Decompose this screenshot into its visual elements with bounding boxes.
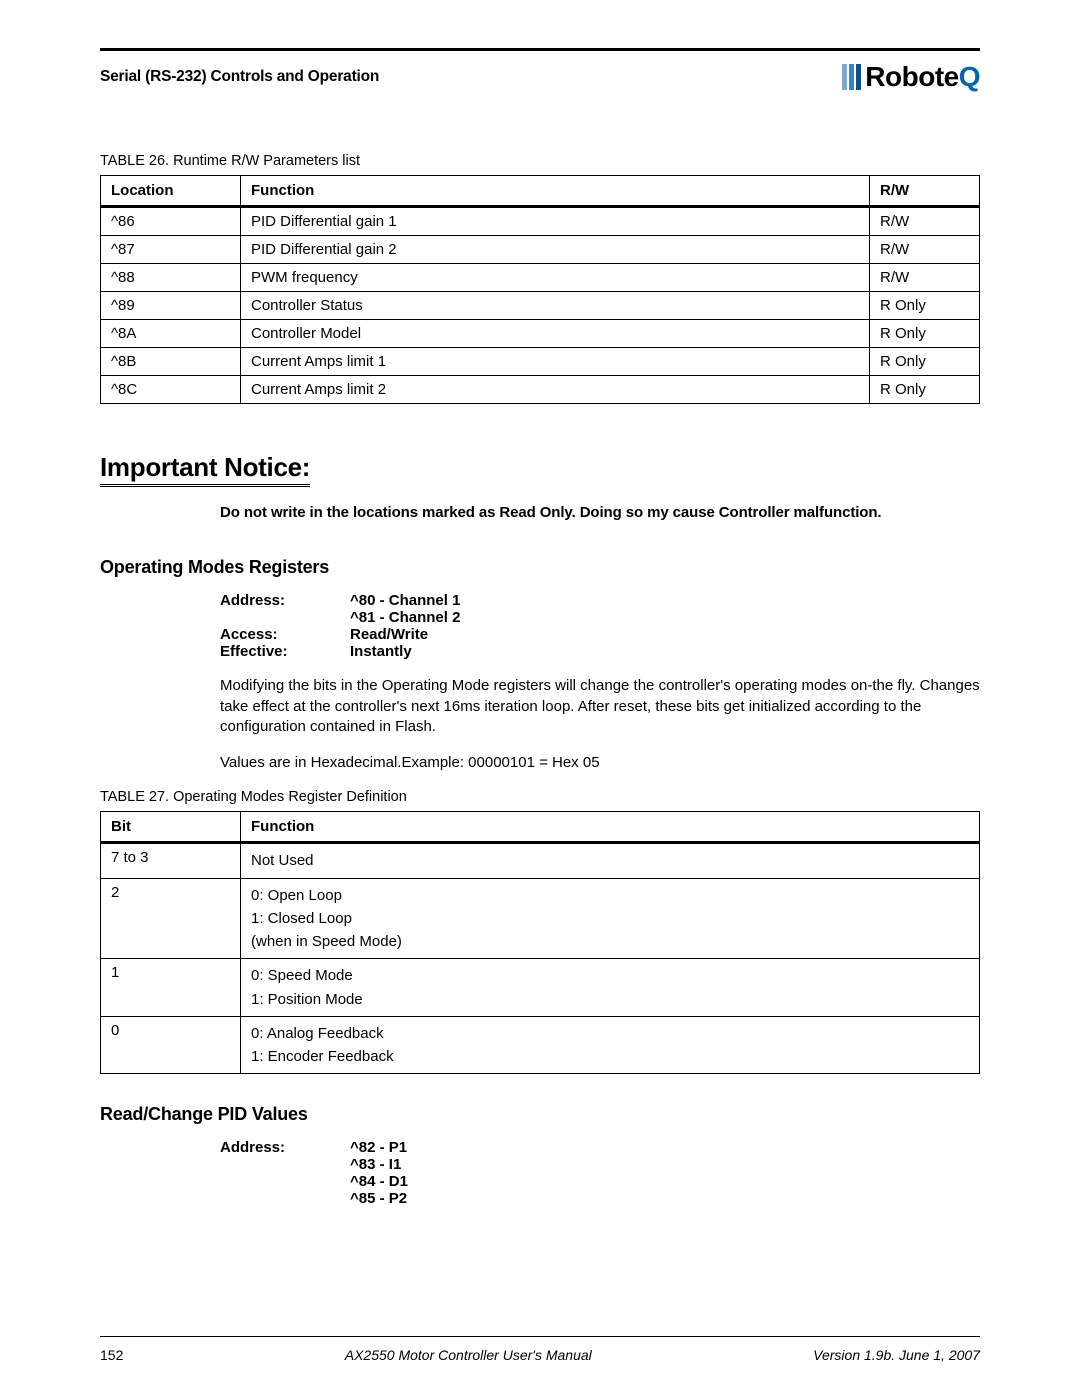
cell-rw: R/W xyxy=(870,264,980,292)
cell-function: PID Differential gain 1 xyxy=(241,207,870,236)
table26-header-row: Location Function R/W xyxy=(101,176,980,207)
table-row: ^8AController ModelR Only xyxy=(101,320,980,348)
logo-bars-icon xyxy=(842,64,861,90)
cell-bit: 7 to 3 xyxy=(101,843,241,878)
cell-function: PID Differential gain 2 xyxy=(241,236,870,264)
cell-rw: R Only xyxy=(870,292,980,320)
footer-rule xyxy=(100,1336,980,1337)
pid-address-row-0: Address: ^82 - P1 xyxy=(220,1139,980,1156)
kv-address: Address: ^80 - Channel 1 xyxy=(220,592,980,609)
table27-h-function: Function xyxy=(241,812,980,843)
opmodes-heading: Operating Modes Registers xyxy=(100,557,980,578)
kv-address-l1: ^80 - Channel 1 xyxy=(350,592,460,609)
cell-rw: R Only xyxy=(870,320,980,348)
kv-address-label-empty xyxy=(220,609,350,626)
kv-effective-val: Instantly xyxy=(350,643,412,660)
cell-function: Current Amps limit 2 xyxy=(241,376,870,404)
kv-address-l2: ^81 - Channel 2 xyxy=(350,609,460,626)
kv-effective: Effective: Instantly xyxy=(220,643,980,660)
logo-bar-3 xyxy=(856,64,861,90)
kv-access-label: Access: xyxy=(220,626,350,643)
cell-location: ^8B xyxy=(101,348,241,376)
pid-address-l0: ^82 - P1 xyxy=(350,1139,407,1156)
footer-manual-title: AX2550 Motor Controller User's Manual xyxy=(345,1347,592,1363)
logo-bar-1 xyxy=(842,64,847,90)
table-row: 20: Open Loop1: Closed Loop(when in Spee… xyxy=(101,878,980,959)
cell-function: PWM frequency xyxy=(241,264,870,292)
opmodes-kv: Address: ^80 - Channel 1 ^81 - Channel 2… xyxy=(220,592,980,660)
cell-function: Controller Model xyxy=(241,320,870,348)
table-row: 10: Speed Mode1: Position Mode xyxy=(101,959,980,1017)
table-row: ^89Controller StatusR Only xyxy=(101,292,980,320)
pid-address-l3: ^85 - P2 xyxy=(350,1190,407,1207)
page-header: Serial (RS-232) Controls and Operation R… xyxy=(100,61,980,93)
cell-location: ^8C xyxy=(101,376,241,404)
table26-h-location: Location xyxy=(101,176,241,207)
top-rule xyxy=(100,48,980,51)
kv-access-val: Read/Write xyxy=(350,626,428,643)
cell-function: Current Amps limit 1 xyxy=(241,348,870,376)
table27: Bit Function 7 to 3Not Used20: Open Loop… xyxy=(100,811,980,1074)
pid-address-row-3: ^85 - P2 xyxy=(220,1190,980,1207)
table27-header-row: Bit Function xyxy=(101,812,980,843)
kv-effective-label: Effective: xyxy=(220,643,350,660)
cell-location: ^86 xyxy=(101,207,241,236)
table27-caption: TABLE 27. Operating Modes Register Defin… xyxy=(100,789,980,805)
table26-h-function: Function xyxy=(241,176,870,207)
cell-function: 0: Open Loop1: Closed Loop(when in Speed… xyxy=(241,878,980,959)
logo-text-prefix: Robote xyxy=(865,61,958,92)
pid-heading: Read/Change PID Values xyxy=(100,1104,980,1125)
table-row: ^87PID Differential gain 2R/W xyxy=(101,236,980,264)
logo-text: RoboteQ xyxy=(865,61,980,93)
cell-function: Controller Status xyxy=(241,292,870,320)
table26-h-rw: R/W xyxy=(870,176,980,207)
footer-page-number: 152 xyxy=(100,1347,123,1363)
table-row: ^86PID Differential gain 1R/W xyxy=(101,207,980,236)
pid-address-label: Address: xyxy=(220,1139,350,1156)
opmodes-para2: Values are in Hexadecimal.Example: 00000… xyxy=(220,753,980,773)
kv-address-l2-row: ^81 - Channel 2 xyxy=(220,609,980,626)
pid-address-row-1: ^83 - I1 xyxy=(220,1156,980,1173)
pid-address-l2: ^84 - D1 xyxy=(350,1173,408,1190)
logo-bar-2 xyxy=(849,64,854,90)
cell-function: Not Used xyxy=(241,843,980,878)
pid-address-l1: ^83 - I1 xyxy=(350,1156,401,1173)
cell-location: ^89 xyxy=(101,292,241,320)
table-row: ^8CCurrent Amps limit 2R Only xyxy=(101,376,980,404)
table26: Location Function R/W ^86PID Differentia… xyxy=(100,175,980,404)
header-title: Serial (RS-232) Controls and Operation xyxy=(100,68,379,86)
table27-h-bit: Bit xyxy=(101,812,241,843)
cell-bit: 0 xyxy=(101,1016,241,1074)
cell-rw: R/W xyxy=(870,207,980,236)
notice-section: Important Notice: Do not write in the lo… xyxy=(100,434,980,523)
cell-function: 0: Analog Feedback1: Encoder Feedback xyxy=(241,1016,980,1074)
cell-function: 0: Speed Mode1: Position Mode xyxy=(241,959,980,1017)
brand-logo: RoboteQ xyxy=(842,61,980,93)
kv-access: Access: Read/Write xyxy=(220,626,980,643)
document-page: Serial (RS-232) Controls and Operation R… xyxy=(0,0,1080,1397)
notice-body: Do not write in the locations marked as … xyxy=(220,503,980,523)
table-row: 7 to 3Not Used xyxy=(101,843,980,878)
table-row: ^8BCurrent Amps limit 1R Only xyxy=(101,348,980,376)
opmodes-para1: Modifying the bits in the Operating Mode… xyxy=(220,676,980,737)
cell-bit: 2 xyxy=(101,878,241,959)
pid-address-row-2: ^84 - D1 xyxy=(220,1173,980,1190)
table-row: 00: Analog Feedback1: Encoder Feedback xyxy=(101,1016,980,1074)
cell-rw: R Only xyxy=(870,348,980,376)
page-footer: 152 AX2550 Motor Controller User's Manua… xyxy=(100,1347,980,1363)
table-row: ^88PWM frequencyR/W xyxy=(101,264,980,292)
cell-location: ^88 xyxy=(101,264,241,292)
logo-text-q: Q xyxy=(959,61,980,92)
kv-address-label: Address: xyxy=(220,592,350,609)
cell-rw: R/W xyxy=(870,236,980,264)
cell-location: ^8A xyxy=(101,320,241,348)
cell-bit: 1 xyxy=(101,959,241,1017)
cell-rw: R Only xyxy=(870,376,980,404)
pid-kv: Address: ^82 - P1 ^83 - I1 ^84 - D1 ^85 … xyxy=(220,1139,980,1207)
notice-heading: Important Notice: xyxy=(100,452,310,487)
footer-version: Version 1.9b. June 1, 2007 xyxy=(813,1347,980,1363)
table26-caption: TABLE 26. Runtime R/W Parameters list xyxy=(100,153,980,169)
cell-location: ^87 xyxy=(101,236,241,264)
